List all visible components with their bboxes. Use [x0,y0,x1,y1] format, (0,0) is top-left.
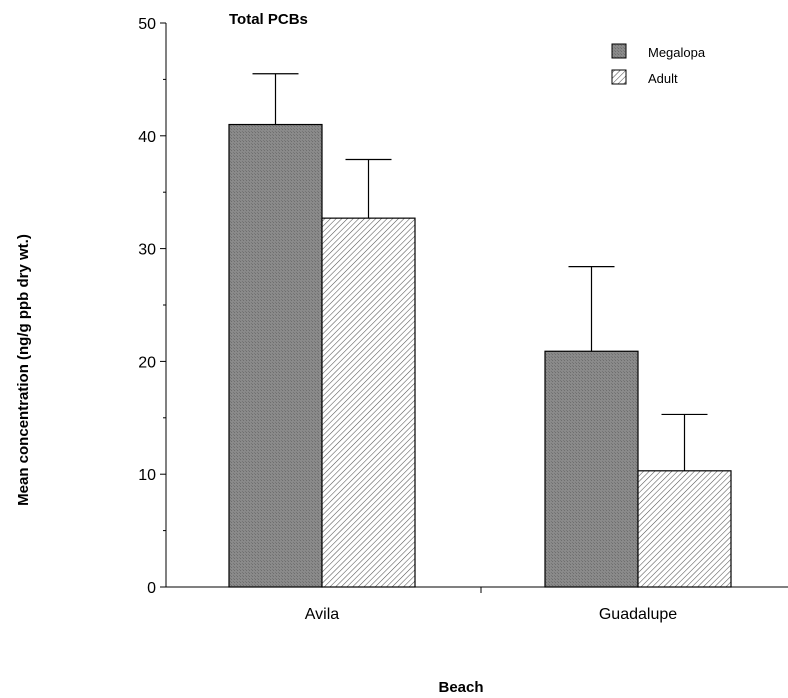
y-tick-label: 10 [138,467,156,484]
y-tick-label: 30 [138,242,156,259]
chart-title: Total PCBs [229,11,308,28]
x-tick-label: Avila [305,606,339,623]
bars-group [228,123,732,588]
bar-adult-avila [321,217,416,588]
bar-adult-guadalupe [637,470,732,588]
y-tick-label: 40 [138,129,156,146]
x-axis-title: Beach [438,679,483,696]
y-axis: 0 10 20 30 40 50 [138,16,167,597]
bar-megalopa-guadalupe [544,350,639,588]
bar-megalopa-avila [228,123,323,588]
x-tick-label: Guadalupe [599,606,677,623]
y-tick-label: 20 [138,354,156,371]
y-tick-label: 0 [147,580,156,597]
legend-swatch-adult [611,69,627,85]
legend-swatch-megalopa [611,43,627,59]
x-axis: Avila Guadalupe [166,586,788,623]
legend-label-megalopa: Megalopa [648,45,706,60]
y-axis-title: Mean concentration (ng/g ppb dry wt.) [15,234,32,506]
error-bars-group [252,73,708,471]
legend: Megalopa Adult [611,43,706,86]
legend-label-adult: Adult [648,71,678,86]
y-tick-label: 50 [138,16,156,33]
